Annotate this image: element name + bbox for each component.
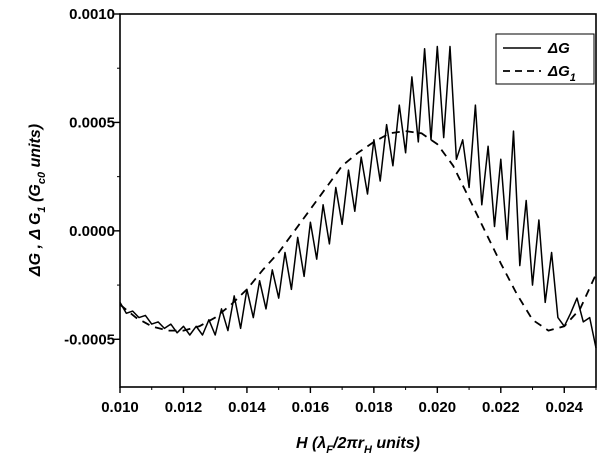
y-axis-ticks: -0.0005 0.0000 0.0005 0.0010 xyxy=(64,6,120,348)
series-delta-g1-line xyxy=(119,130,597,332)
y-tick-label: 0.0000 xyxy=(69,223,115,240)
y-tick-label: 0.0010 xyxy=(69,6,115,23)
x-tick-label: 0.014 xyxy=(228,399,266,416)
x-tick-label: 0.010 xyxy=(101,399,139,416)
legend: ΔG ΔG1 xyxy=(495,33,595,85)
x-tick-label: 0.012 xyxy=(165,399,203,416)
x-tick-label: 0.024 xyxy=(545,399,583,416)
y-tick-label: -0.0005 xyxy=(64,331,115,348)
x-tick-label: 0.022 xyxy=(482,399,520,416)
series-layer xyxy=(119,45,597,349)
y-tick-label: 0.0005 xyxy=(69,114,115,131)
x-tick-label: 0.020 xyxy=(419,399,457,416)
y-axis-title: ΔG , Δ G1 (Gc0 units) xyxy=(27,124,48,277)
plot-frame xyxy=(119,13,597,388)
legend-label-delta-g: ΔG xyxy=(547,40,570,57)
x-axis-title: H (λF/2πrH units) xyxy=(296,435,420,456)
legend-label-delta-g1: ΔG1 xyxy=(547,63,576,84)
legend-box xyxy=(495,33,595,85)
x-axis-ticks: 0.010 0.012 0.014 0.016 0.018 0.020 0.022 0.024 xyxy=(101,387,597,416)
series-delta-g-line xyxy=(119,45,597,349)
x-tick-label: 0.016 xyxy=(292,399,330,416)
x-tick-label: 0.018 xyxy=(355,399,393,416)
